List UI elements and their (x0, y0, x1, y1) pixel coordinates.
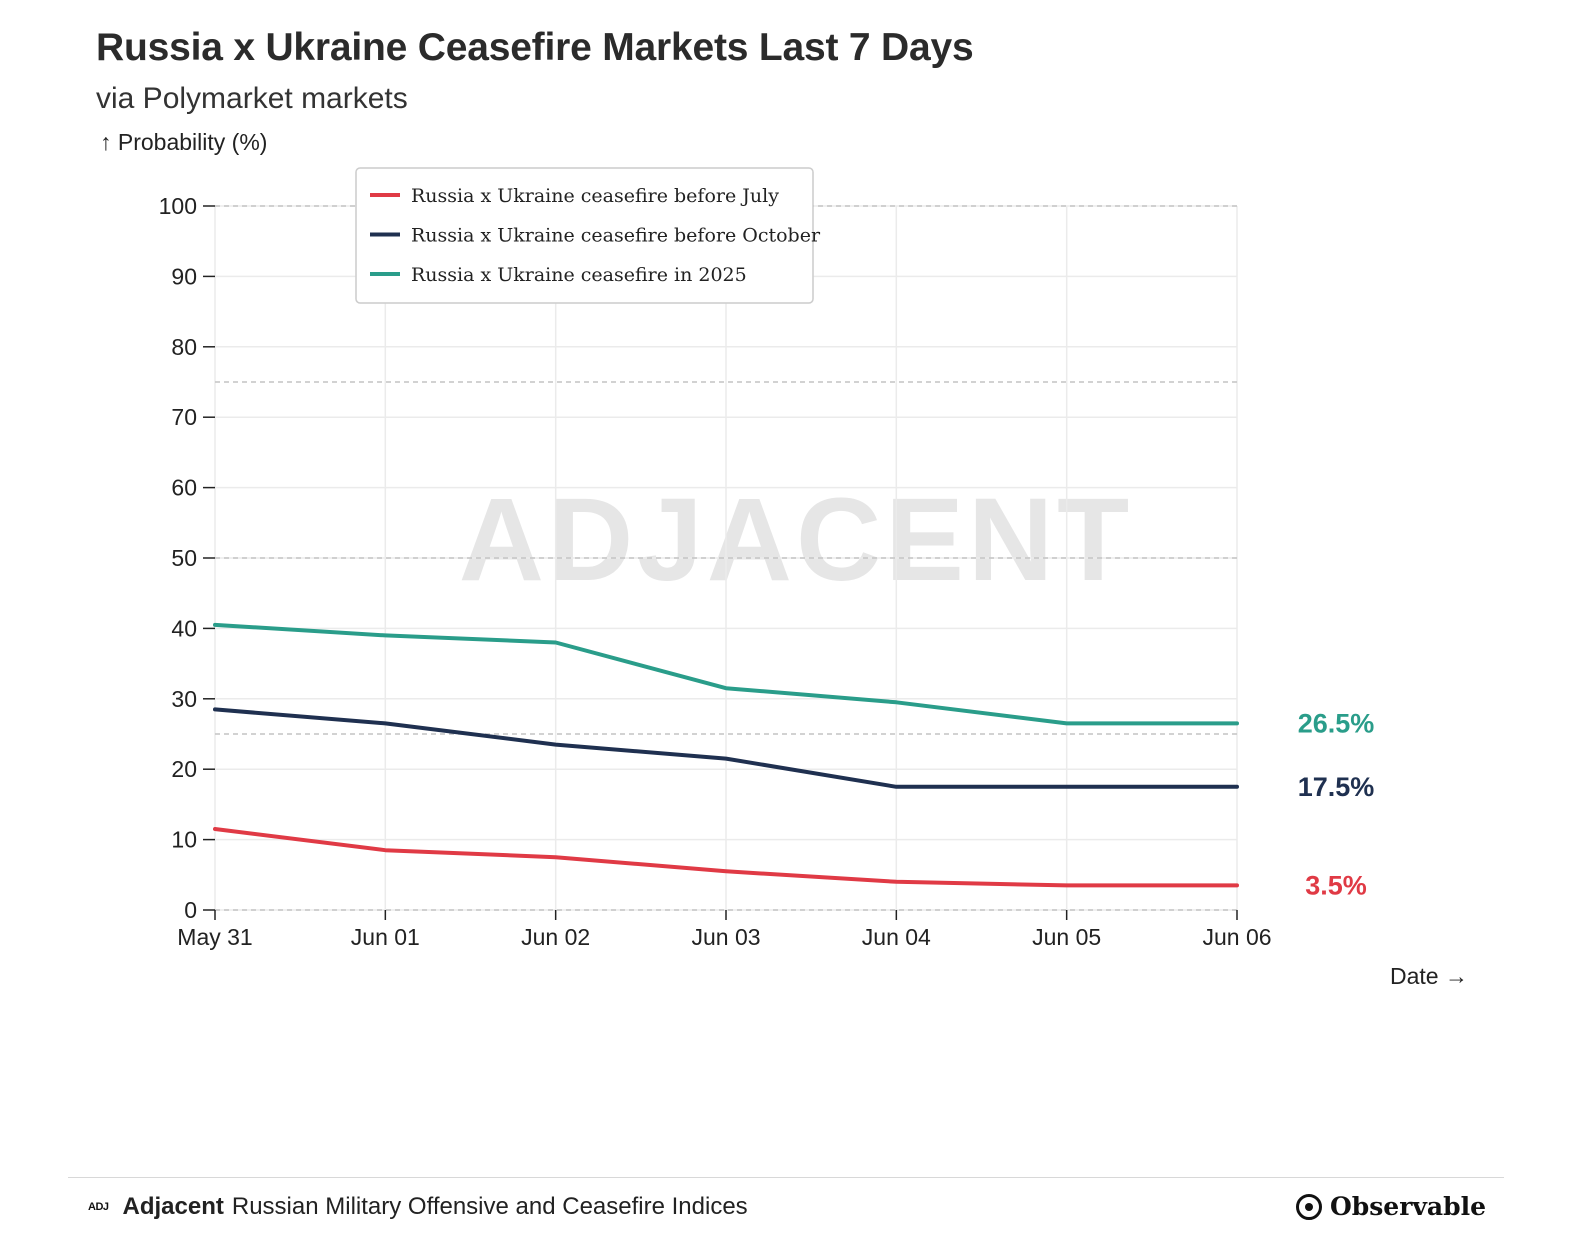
y-tick-label: 10 (171, 827, 197, 853)
footer-divider (68, 1177, 1504, 1178)
y-tick-label: 20 (171, 756, 197, 782)
series-end-label-2025: 26.5% (1298, 708, 1375, 738)
legend-label: Russia x Ukraine ceasefire before July (411, 185, 779, 207)
y-tick-label: 70 (171, 404, 197, 430)
footer-brand: Adjacent (122, 1193, 224, 1220)
series-line (213, 827, 1239, 888)
y-tick-label: 30 (171, 686, 197, 712)
chart-subtitle: via Polymarket markets (96, 82, 408, 115)
observable-credit[interactable]: Observable (1295, 1192, 1486, 1221)
legend-label: Russia x Ukraine ceasefire in 2025 (411, 264, 747, 286)
y-tick-label: 40 (171, 615, 197, 641)
observable-logo-icon (1295, 1193, 1322, 1220)
series-end-label-october: 17.5% (1298, 772, 1375, 802)
series-line (213, 707, 1239, 789)
footer: ADJ Adjacent Russian Military Offensive … (88, 1193, 748, 1221)
series-end-label-july: 3.5% (1305, 870, 1367, 900)
y-tick-label: 80 (171, 334, 197, 360)
x-axis-label: Date → (1390, 963, 1468, 989)
footer-description: Russian Military Offensive and Ceasefire… (231, 1193, 748, 1220)
x-tick-label: Jun 03 (691, 924, 760, 950)
x-tick-label: May 31 (177, 924, 252, 950)
y-tick-label: 0 (184, 897, 197, 923)
y-tick-label: 60 (171, 475, 197, 501)
x-tick-label: Jun 05 (1032, 924, 1101, 950)
watermark-text: ADJACENT (459, 474, 1134, 606)
y-tick-label: 50 (171, 545, 197, 571)
series-line (213, 622, 1239, 726)
x-tick-label: Jun 01 (351, 924, 420, 950)
legend-box (355, 167, 814, 304)
legend-label: Russia x Ukraine ceasefire before Octobe… (411, 225, 821, 247)
adjacent-logo: ADJ (88, 1201, 109, 1213)
x-tick-label: Jun 06 (1202, 924, 1271, 950)
y-tick-label: 90 (171, 263, 197, 289)
observable-label: Observable (1329, 1192, 1486, 1221)
y-axis-label: ↑ Probability (%) (100, 129, 267, 155)
chart-title: Russia x Ukraine Ceasefire Markets Last … (96, 26, 974, 69)
y-tick-label: 100 (159, 193, 197, 219)
x-tick-label: Jun 04 (862, 924, 931, 950)
line-chart: ADJACENT 0 10 20 30 40 50 60 70 80 90 100 May 31 Jun… (100, 129, 1468, 989)
x-tick-label: Jun 02 (521, 924, 590, 950)
